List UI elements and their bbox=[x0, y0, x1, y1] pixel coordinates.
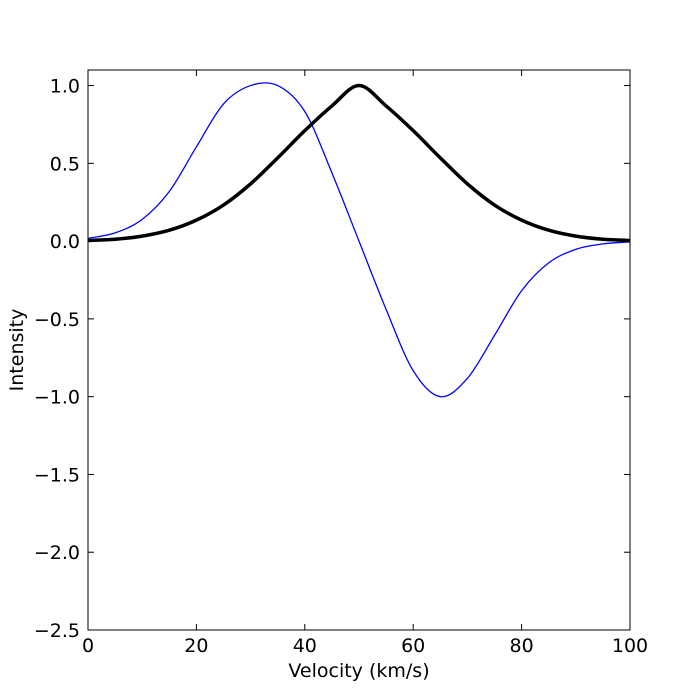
y-tick-label: −0.5 bbox=[34, 309, 80, 331]
y-axis-label: Intensity bbox=[6, 309, 28, 392]
series-line-black bbox=[87, 83, 631, 243]
y-tick-label: −2.5 bbox=[34, 620, 80, 642]
plot-area-frame bbox=[87, 69, 631, 631]
series-line-blue bbox=[87, 82, 631, 398]
x-tick-label: 20 bbox=[184, 635, 208, 657]
x-tick-label: 80 bbox=[510, 635, 534, 657]
y-tick-label: −2.0 bbox=[34, 542, 80, 564]
x-tick-label: 40 bbox=[293, 635, 317, 657]
y-tick-label: −1.0 bbox=[34, 387, 80, 409]
x-tick-label: 100 bbox=[612, 635, 648, 657]
x-tick-label: 0 bbox=[82, 635, 94, 657]
y-tick-label: 1.0 bbox=[50, 76, 80, 98]
y-tick-label: −1.5 bbox=[34, 464, 80, 486]
y-tick-label: 0.5 bbox=[50, 153, 80, 175]
y-tick-label: 0.0 bbox=[50, 231, 80, 253]
x-tick-label: 60 bbox=[401, 635, 425, 657]
x-axis-label: Velocity (km/s) bbox=[288, 660, 429, 682]
